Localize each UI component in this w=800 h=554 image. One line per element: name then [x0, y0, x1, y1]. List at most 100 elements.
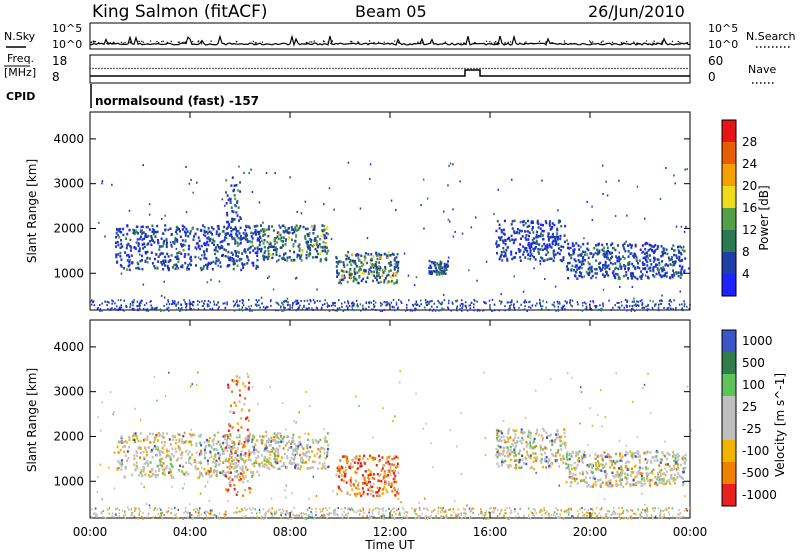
echo-cell [218, 462, 221, 466]
echo-cell [240, 408, 243, 412]
echo-cell [163, 468, 166, 472]
echo-cell [251, 244, 254, 248]
echo-cell [434, 270, 437, 273]
echo-cell [213, 458, 216, 461]
echo-cell [263, 239, 266, 242]
echo-cell [148, 475, 151, 478]
clutter-cell [461, 305, 464, 308]
echo-cell [316, 441, 319, 444]
clutter-cell [155, 307, 157, 310]
clutter-cell [207, 300, 210, 302]
echo-cell [552, 252, 555, 255]
echo-cell [313, 239, 316, 242]
echo-cell [336, 466, 339, 470]
clutter-cell [142, 511, 144, 514]
echo-cell [531, 238, 534, 242]
clutter-cell [482, 309, 484, 312]
nave-dot [434, 67, 436, 70]
freq-tick-top: 18 [52, 54, 67, 68]
echo-cell [514, 256, 517, 259]
echo-cell [500, 235, 503, 239]
echo-cell [672, 244, 675, 247]
echo-cell [146, 464, 149, 467]
nave-dot [461, 67, 463, 70]
clutter-cell [291, 306, 293, 309]
noise-cell [369, 177, 371, 180]
nsearch-dot [182, 41, 184, 44]
clutter-cell [539, 303, 541, 306]
colorbar-tick-label: 12 [742, 223, 757, 237]
echo-cell [537, 250, 540, 254]
echo-cell [586, 247, 589, 250]
echo-cell [500, 429, 503, 433]
echo-cell [242, 445, 244, 449]
echo-cell [303, 236, 306, 239]
echo-cell [197, 246, 200, 249]
echo-cell [631, 277, 634, 280]
echo-cell [502, 460, 505, 464]
echo-cell [119, 227, 122, 231]
echo-cell [277, 258, 280, 262]
echo-cell [578, 248, 581, 251]
clutter-cell [245, 307, 247, 310]
echo-cell [139, 432, 142, 435]
echo-cell [144, 233, 147, 236]
echo-cell [247, 225, 250, 228]
clutter-cell [267, 306, 269, 309]
echo-cell [207, 469, 210, 473]
echo-cell [678, 264, 681, 268]
echo-cell [266, 240, 269, 244]
echo-cell [601, 457, 604, 461]
echo-cell [441, 266, 444, 269]
echo-cell [627, 244, 629, 247]
noise-cell [169, 241, 172, 244]
colorbar-swatch [722, 274, 736, 296]
echo-cell [318, 440, 321, 443]
echo-cell [677, 466, 680, 469]
clutter-cell [630, 517, 633, 520]
echo-cell [559, 237, 562, 241]
echo-cell [229, 480, 232, 483]
clutter-cell [631, 305, 633, 307]
echo-cell [165, 456, 167, 459]
clutter-cell [175, 304, 177, 307]
noise-cell [221, 198, 224, 201]
echo-cell [577, 254, 580, 257]
echo-cell [645, 241, 648, 245]
echo-cell [174, 267, 177, 270]
echo-cell [588, 266, 591, 270]
echo-cell [569, 481, 572, 484]
nsearch-dot [563, 40, 566, 42]
echo-cell [212, 238, 214, 242]
echo-cell [323, 448, 326, 451]
echo-cell [596, 460, 599, 463]
echo-cell [522, 220, 524, 224]
clutter-cell [612, 513, 614, 516]
echo-cell [364, 470, 367, 473]
echo-cell [430, 266, 433, 269]
clutter-cell [233, 309, 236, 312]
echo-cell [358, 492, 361, 495]
clutter-cell [641, 306, 643, 309]
echo-cell [150, 474, 153, 478]
echo-cell [536, 221, 539, 224]
echo-cell [237, 229, 240, 233]
echo-cell [228, 264, 231, 267]
clutter-cell [417, 303, 419, 306]
clutter-cell [511, 300, 513, 303]
echo-cell [551, 241, 554, 244]
clutter-cell [654, 304, 656, 307]
echo-cell [136, 451, 139, 455]
echo-cell [141, 254, 143, 258]
nsearch-dot [602, 40, 604, 42]
echo-cell [137, 242, 140, 245]
echo-cell [530, 221, 533, 224]
clutter-cell [420, 299, 422, 302]
clutter-cell [462, 303, 464, 306]
echo-cell [519, 256, 522, 259]
echo-cell [657, 475, 659, 478]
echo-cell [564, 443, 566, 446]
nsearch-dot [600, 41, 603, 44]
echo-cell [260, 239, 263, 243]
echo-cell [342, 479, 345, 482]
